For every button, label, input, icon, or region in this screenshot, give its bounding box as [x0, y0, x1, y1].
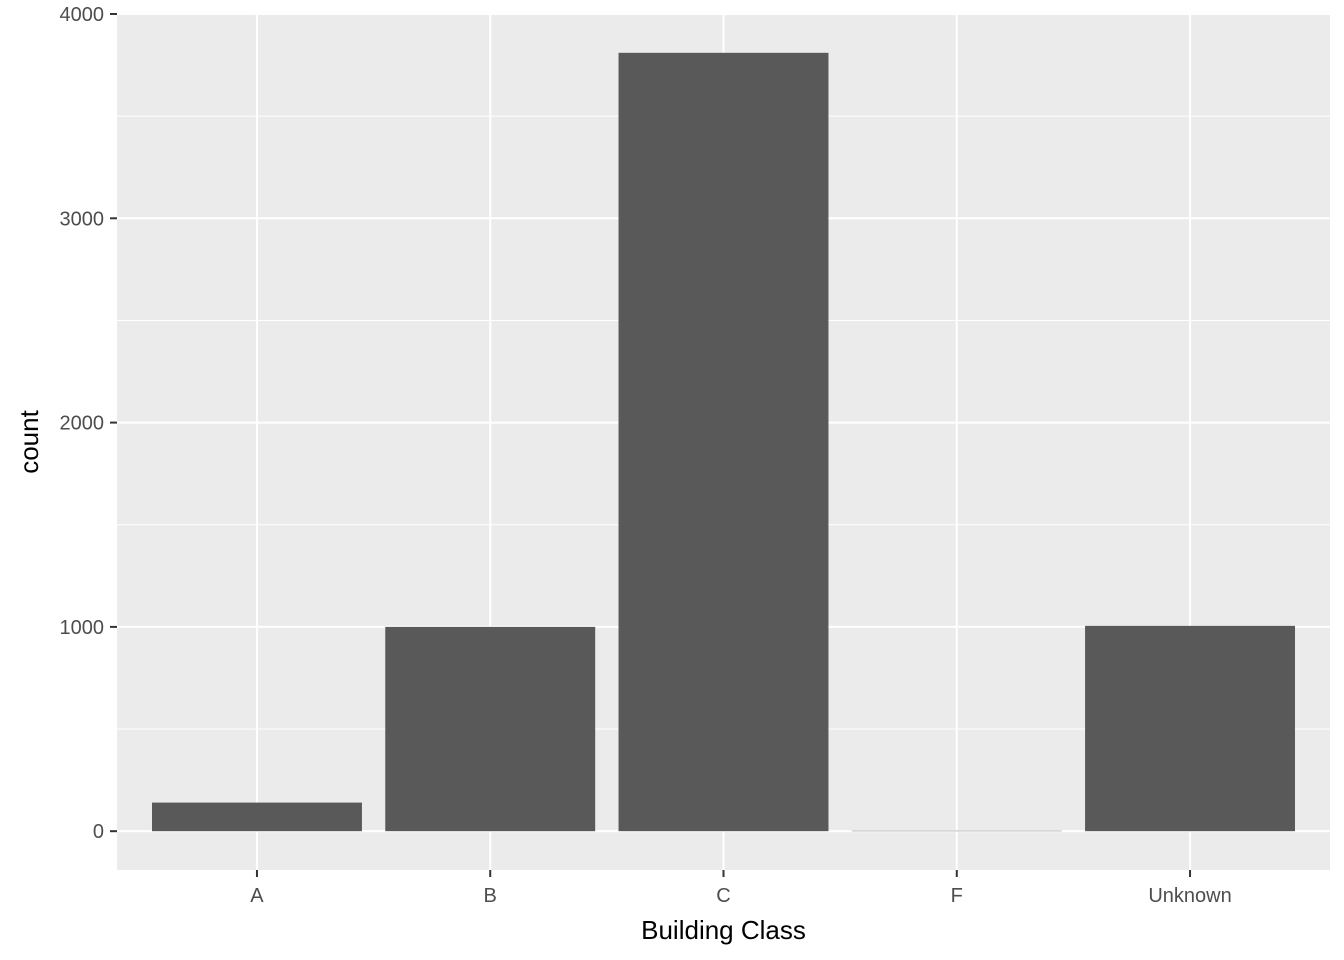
y-tick-label: 1000	[60, 617, 105, 639]
x-tick-label: F	[951, 885, 963, 907]
y-axis: 0 1000 2000 3000 4000	[60, 4, 117, 843]
x-tick-label: C	[716, 885, 730, 907]
x-axis: A B C F Unknown	[250, 870, 1232, 907]
x-tick-label: B	[484, 885, 497, 907]
y-tick-label: 0	[93, 821, 104, 843]
bar-c	[618, 52, 829, 832]
y-tick-label: 2000	[60, 413, 105, 435]
bar-b	[385, 626, 596, 832]
bars	[151, 52, 1296, 832]
x-tick-label: Unknown	[1148, 885, 1231, 907]
x-tick-label: A	[250, 885, 264, 907]
bar-a	[151, 802, 362, 832]
y-axis-title: count	[14, 409, 44, 473]
x-axis-title: Building Class	[641, 915, 806, 945]
y-tick-label: 3000	[60, 208, 105, 230]
y-tick-label: 4000	[60, 4, 105, 26]
bar-unknown	[1085, 625, 1296, 832]
